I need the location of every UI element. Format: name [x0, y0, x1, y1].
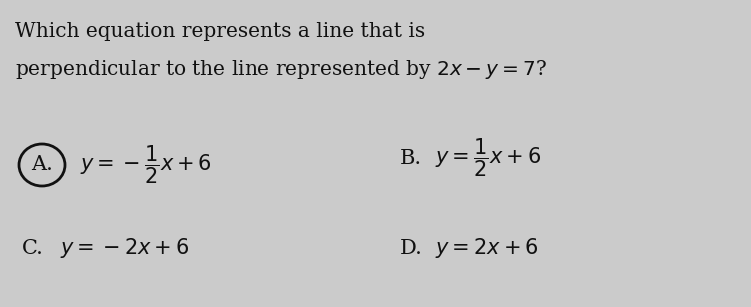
Text: B.: B.: [400, 149, 422, 168]
Text: perpendicular to the line represented by $2x-y=7$?: perpendicular to the line represented by…: [15, 58, 547, 81]
Text: $y = -\dfrac{1}{2}x + 6$: $y = -\dfrac{1}{2}x + 6$: [80, 144, 212, 186]
Text: D.: D.: [400, 239, 423, 258]
Text: $y = 2x + 6$: $y = 2x + 6$: [435, 236, 538, 260]
Text: A.: A.: [31, 156, 53, 174]
Text: Which equation represents a line that is: Which equation represents a line that is: [15, 22, 425, 41]
Text: C.: C.: [22, 239, 44, 258]
Text: $y = \dfrac{1}{2}x + 6$: $y = \dfrac{1}{2}x + 6$: [435, 137, 541, 179]
Text: $y = -2x + 6$: $y = -2x + 6$: [60, 236, 189, 260]
